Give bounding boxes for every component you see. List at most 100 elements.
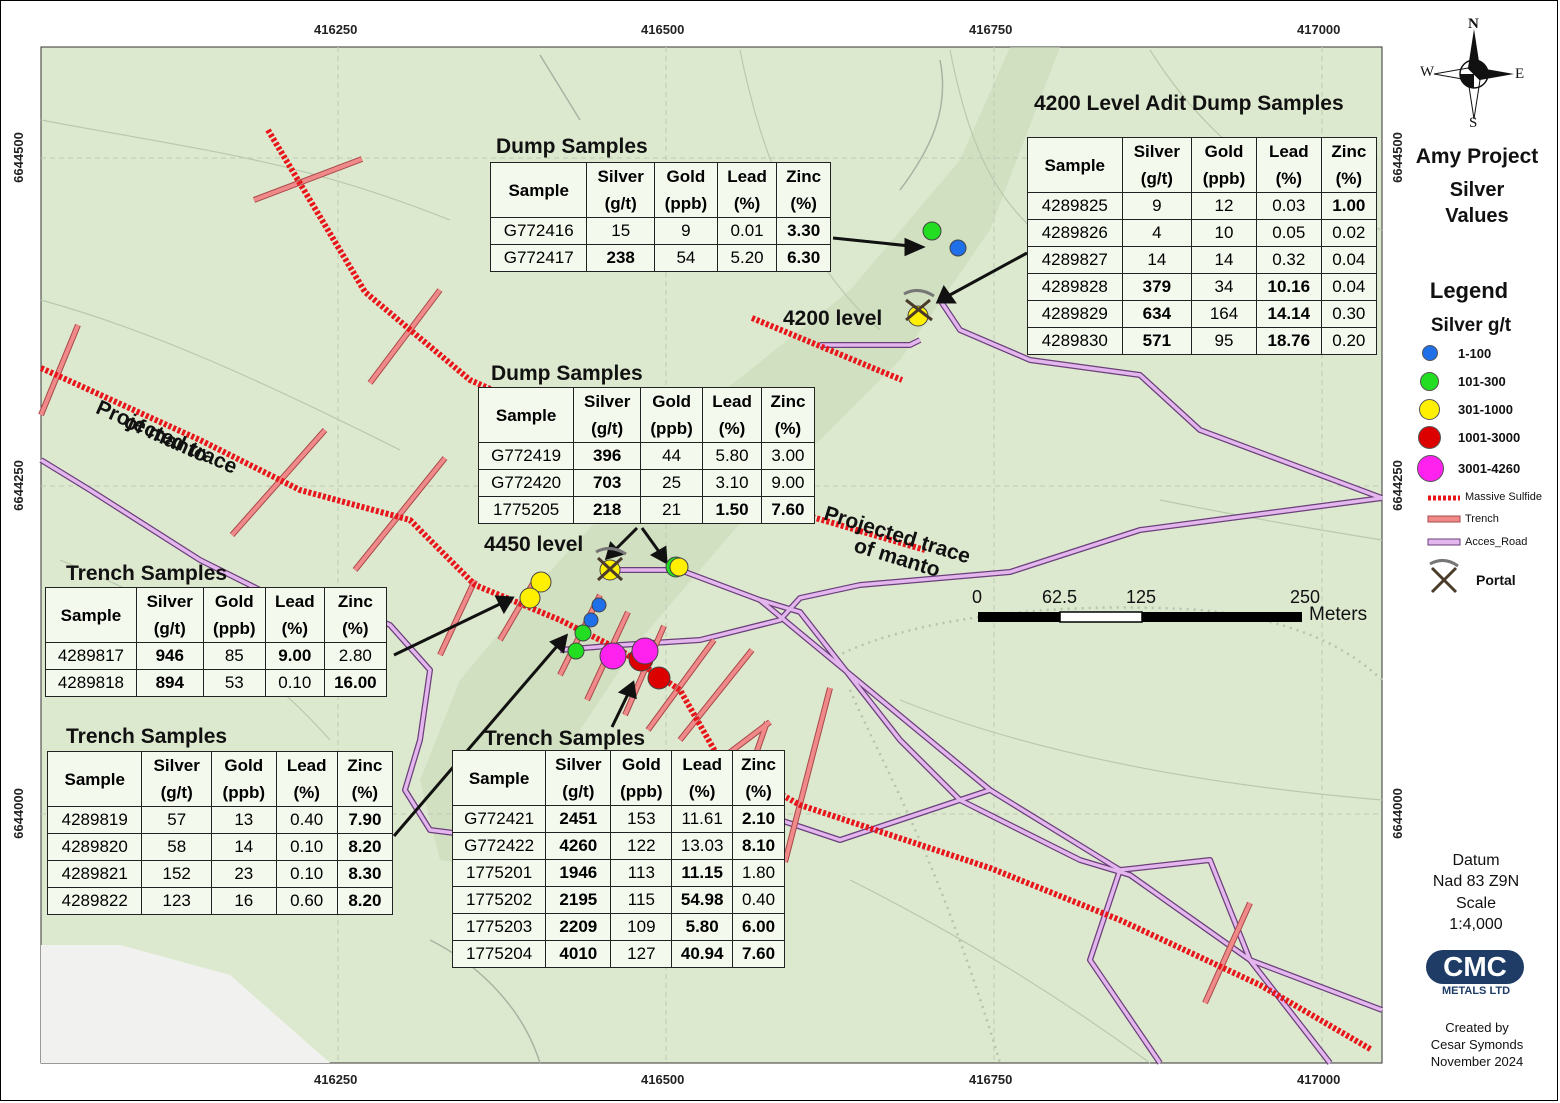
table-row: 4289820 58 14 0.10 8.20: [46, 833, 394, 861]
x-tick-top-1: 416250: [314, 22, 358, 37]
table-row: 4289821 152 23 0.10 8.30: [46, 860, 394, 888]
assay-value-cell: 9.00: [264, 642, 325, 670]
table-header-cell: Zinc (%): [760, 387, 816, 443]
assay-value-cell: 13: [210, 806, 277, 834]
assay-value-cell: 95: [1191, 327, 1257, 355]
table-header-text: (%): [688, 782, 716, 801]
table-header-cell: Gold (ppb): [653, 162, 718, 218]
assay-value-cell: 53: [202, 669, 266, 697]
assay-value-cell: 4260: [545, 832, 612, 860]
assay-value-cell: 9: [653, 217, 718, 245]
table-header-text: Lead: [274, 592, 315, 611]
assay-value-cell: 5.80: [671, 913, 734, 941]
table-row: G772422 4260 122 13.03 8.10: [451, 832, 785, 860]
compass-s: S: [1469, 115, 1478, 131]
assay-value-cell: 0.10: [275, 860, 338, 888]
assay-value-cell: 0.40: [732, 886, 785, 914]
table-header-row: Sample Silver (g/t) Gold (ppb) Lead (%) Zinc (%): [1027, 137, 1378, 193]
sample-point: [647, 666, 671, 690]
assay-value-cell: 1.50: [702, 496, 762, 524]
assay-value-cell: 115: [610, 886, 673, 914]
table-header-row: Sample Silver (g/t) Gold (ppb) Lead (%) Zinc (%): [45, 587, 388, 643]
table-header-cell: Lead (%): [671, 750, 734, 806]
table-header-cell: Sample: [46, 751, 143, 807]
table-header-text: Sample: [468, 768, 530, 788]
table-header-text: Sample: [64, 769, 125, 789]
table-header-row: Sample Silver (g/t) Gold (ppb) Lead (%) Zinc (%): [46, 751, 394, 807]
sample-point: [591, 597, 607, 613]
cmc-logo: CMC: [1426, 950, 1524, 984]
legend-swatch: [1417, 455, 1444, 482]
table-header-text: (g/t): [160, 783, 193, 802]
dump-middle-samples-table: Sample Silver (g/t) Gold (ppb) Lead (%) Zinc (%)…: [477, 387, 816, 524]
assay-value-cell: 4010: [545, 940, 612, 968]
assay-value-cell: 23: [210, 860, 277, 888]
legend-road: Acces_Road: [1465, 536, 1528, 548]
assay-value-cell: 0.60: [275, 887, 338, 915]
trench-a-samples-table: Sample Silver (g/t) Gold (ppb) Lead (%) Zinc (%)…: [45, 587, 388, 697]
assay-value-cell: 634: [1121, 300, 1193, 328]
y-tick-right-2: 6644250: [1389, 460, 1405, 511]
sample-id-cell: G772422: [451, 832, 547, 860]
table-header-text: (%): [281, 619, 309, 638]
assay-value-cell: 54: [653, 244, 718, 272]
table-header-text: Zinc: [786, 167, 822, 186]
table-header-text: Gold: [652, 392, 691, 411]
manto-traces: [39, 128, 1374, 1053]
x-tick-top-4: 417000: [1297, 22, 1341, 37]
table-header-cell: Gold (ppb): [1191, 137, 1257, 193]
legend-item-3: 301-1000: [1419, 399, 1513, 420]
adit-table-title: 4200 Level Adit Dump Samples: [1034, 92, 1344, 115]
table-header-cell: Sample: [45, 587, 137, 643]
credits-line-3: November 2024: [1430, 1054, 1524, 1069]
label-4450-level: 4450 level: [484, 533, 584, 556]
assay-value-cell: 2.80: [323, 642, 388, 670]
assay-value-cell: 0.20: [1320, 327, 1378, 355]
sample-point: [631, 637, 659, 665]
dump-middle-title: Dump Samples: [491, 362, 643, 385]
assay-value-cell: 0.10: [275, 833, 338, 861]
trench-b-samples-table: Sample Silver (g/t) Gold (ppb) Lead (%) Zinc (%)…: [46, 751, 394, 915]
scale-label: Scale: [1455, 895, 1497, 912]
table-header-text: (g/t): [153, 619, 186, 638]
table-header-cell: Zinc (%): [323, 587, 388, 643]
table-header-cell: Silver (g/t): [586, 162, 655, 218]
sample-point: [519, 587, 541, 609]
sample-id-cell: 4289826: [1027, 219, 1123, 247]
assay-value-cell: 8.10: [732, 832, 785, 860]
table-row: 4289828 379 34 10.16 0.04: [1027, 273, 1378, 301]
table-header-cell: Sample: [1027, 137, 1123, 193]
sample-points: [519, 221, 967, 690]
table-header-text: Gold: [1204, 142, 1244, 161]
assay-value-cell: 379: [1121, 273, 1193, 301]
project-subtitle-1: Silver: [1449, 179, 1505, 201]
table-header-text: Sample: [1044, 155, 1106, 175]
assay-value-cell: 164: [1191, 300, 1257, 328]
legend-item-2: 101-300: [1420, 372, 1506, 391]
assay-value-cell: 6.30: [776, 244, 831, 272]
table-header-text: Zinc: [1331, 142, 1367, 161]
label-4200-level: 4200 level: [783, 307, 883, 330]
sample-id-cell: 4289818: [45, 669, 137, 697]
assay-value-cell: 18.76: [1255, 327, 1322, 355]
assay-value-cell: 16.00: [323, 669, 388, 697]
table-header-text: Gold: [666, 167, 706, 186]
assay-value-cell: 218: [573, 496, 642, 524]
legend-label: 301-1000: [1458, 402, 1513, 417]
assay-value-cell: 571: [1121, 327, 1193, 355]
assay-value-cell: 11.15: [671, 859, 734, 887]
table-header-text: Silver: [555, 755, 602, 774]
assay-value-cell: 15: [586, 217, 655, 245]
assay-value-cell: 14: [1121, 246, 1193, 274]
portal-icon-4200: [903, 289, 935, 322]
legend-swatch: [1422, 345, 1438, 361]
assay-value-cell: 0.05: [1255, 219, 1322, 247]
trench-c-samples-table: Sample Silver (g/t) Gold (ppb) Lead (%) Zinc (%)…: [451, 750, 785, 968]
table-row: G772416 15 9 0.01 3.30: [489, 217, 831, 245]
table-header-text: (g/t): [604, 194, 637, 213]
table-header-cell: Lead (%): [1255, 137, 1322, 193]
datum-value: Nad 83 Z9N: [1432, 873, 1520, 890]
legend-massive-sulfide: Massive Sulfide: [1465, 491, 1543, 503]
table-row: 4289818 894 53 0.10 16.00: [45, 669, 388, 697]
assay-value-cell: 14: [210, 833, 277, 861]
